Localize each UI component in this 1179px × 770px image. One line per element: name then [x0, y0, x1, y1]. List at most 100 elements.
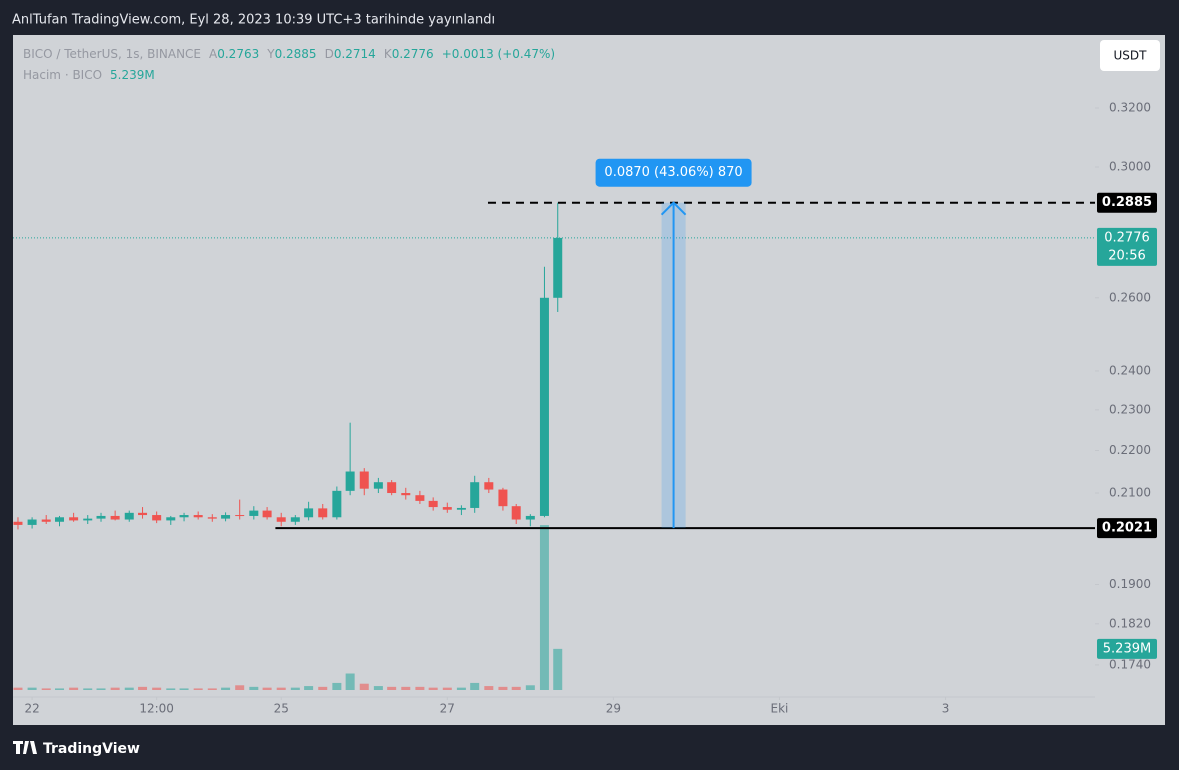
candle-body [235, 515, 245, 517]
volume-title: Hacim · BICO [23, 68, 102, 82]
volume-bar [415, 686, 425, 690]
candle-body [318, 508, 328, 518]
x-tick-label: 25 [274, 702, 289, 716]
candle-body [539, 297, 549, 516]
logo-icon [13, 741, 37, 754]
candle-body [345, 471, 355, 491]
volume-bar [138, 686, 148, 690]
candle-body [276, 517, 286, 522]
volume-badge-label: 5.239M [1103, 641, 1151, 656]
candle-body [290, 517, 300, 522]
last-price-badge [1097, 227, 1157, 266]
header: AnlTufan TradingView.com, Eyl 28, 2023 1… [12, 13, 495, 28]
volume-bar [193, 688, 203, 690]
volume-bar [124, 687, 134, 690]
measure-arrowhead [660, 201, 687, 216]
currency-button[interactable] [1100, 40, 1160, 71]
currency-label: USDT [1114, 49, 1148, 63]
last-price-label: 0.2776 [1104, 230, 1150, 245]
x-tick-label: 3 [942, 702, 950, 716]
volume-bar [207, 688, 217, 690]
candle-body [387, 482, 397, 494]
volume-bar [359, 683, 369, 690]
x-tick-label: 12:00 [139, 702, 174, 716]
candle-body [428, 500, 438, 508]
candle-body [110, 515, 120, 520]
volume-value: 5.239M [110, 68, 155, 82]
volume-bar [276, 687, 286, 690]
y-tick-label: 0.3200 [1109, 100, 1151, 114]
ohlc-label: K [384, 47, 393, 61]
volume-legend: Hacim · BICO 5.239M [23, 68, 155, 82]
candle-body [69, 517, 79, 521]
symbol: BICO / TetherUS, 1s, BINANCE [23, 47, 201, 61]
volume-bar [249, 686, 259, 690]
volume-bar [484, 686, 494, 690]
volume-bar [511, 686, 521, 690]
price-line-label: 0.2021 [1102, 521, 1152, 536]
y-tick-label: 0.3000 [1109, 159, 1151, 173]
y-tick-label: 0.2100 [1109, 486, 1151, 500]
candle-body [373, 482, 383, 489]
volume-bar [110, 687, 120, 690]
volume-bar [166, 688, 176, 690]
y-tick-label: 0.1900 [1109, 577, 1151, 591]
volume-bar [290, 687, 300, 690]
candle-body [138, 512, 148, 516]
price-line-badge [1097, 518, 1157, 539]
measure-label: 0.0870 (43.06%) 870 [604, 165, 742, 180]
candle-body [484, 482, 494, 490]
volume-bar [13, 687, 23, 690]
volume-bar [428, 687, 438, 690]
ohlc-label: D [325, 47, 334, 61]
chart-pane [13, 35, 1165, 725]
countdown-label: 20:56 [1108, 248, 1145, 263]
candle-body [193, 515, 203, 518]
volume-bar [553, 648, 563, 690]
y-tick-label: 0.2300 [1109, 402, 1151, 416]
legend: BICO / TetherUS, 1s, BINANCE A0.2763 Y0.28… [23, 47, 555, 61]
y-tick-label: 0.1740 [1109, 657, 1151, 671]
volume-bar [27, 687, 37, 690]
ohlc-value: 0.2763 [217, 47, 259, 61]
volume-bar [498, 686, 508, 690]
volume-bar [179, 688, 189, 690]
y-tick-label: 0.2600 [1109, 290, 1151, 304]
candle-body [124, 512, 134, 520]
candle-body [442, 507, 452, 510]
volume-bar [221, 687, 231, 690]
candle-body [401, 493, 411, 496]
volume-bar [345, 673, 355, 690]
price-line-badge [1097, 192, 1157, 213]
candle-body [27, 519, 37, 525]
volume-bar [525, 685, 535, 690]
candle-body [96, 515, 106, 519]
volume-badge [1097, 638, 1157, 659]
candle-body [152, 515, 162, 521]
measure-label-box [595, 158, 752, 187]
volume-bar [332, 682, 342, 690]
candle-body [525, 515, 535, 520]
volume-bar [41, 688, 51, 690]
x-tick-label: 27 [440, 702, 455, 716]
x-tick-label: 22 [24, 702, 39, 716]
volume-bar [96, 688, 106, 690]
volume-bar [55, 688, 65, 690]
footer-brand: TradingView [43, 741, 140, 757]
candle-body [415, 495, 425, 501]
candle-body [249, 510, 259, 516]
volume-bar [401, 686, 411, 690]
ohlc-label: A [209, 47, 218, 61]
y-tick-label: 0.2200 [1109, 443, 1151, 457]
candle-body [359, 471, 369, 489]
candle-body [207, 517, 217, 519]
volume-bar [83, 688, 93, 690]
volume-bar [235, 685, 245, 690]
candle-body [55, 517, 65, 522]
x-tick-label: Eki [771, 702, 789, 716]
volume-bar [539, 525, 549, 690]
volume-bar [262, 687, 272, 690]
y-tick-label: 0.1820 [1109, 616, 1151, 630]
